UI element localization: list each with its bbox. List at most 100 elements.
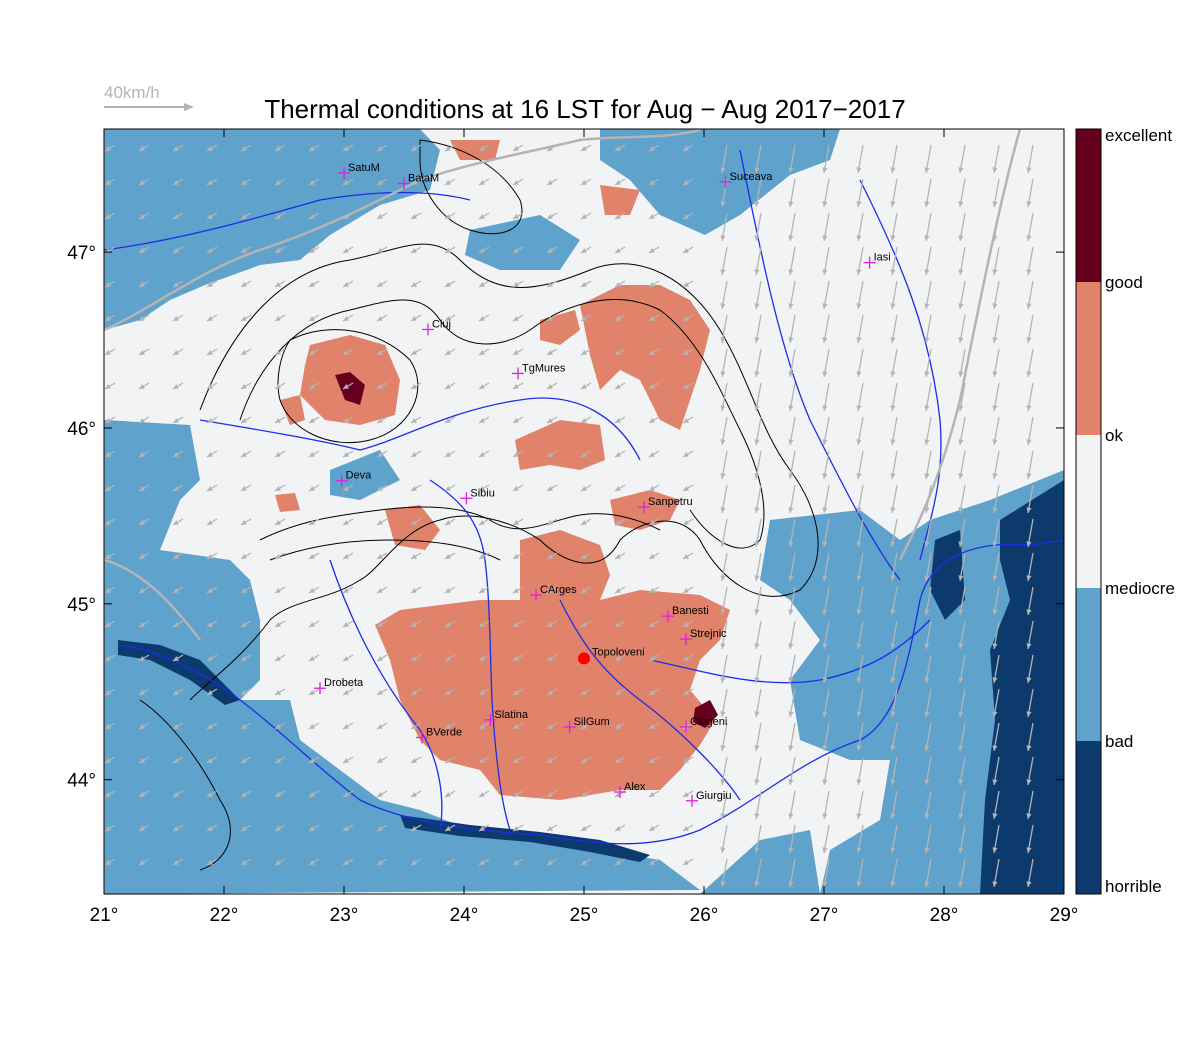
city-label: Strejnic [690, 628, 727, 640]
wind-vector-head [649, 519, 655, 525]
wind-vector-head [683, 791, 689, 797]
wind-vector-head [788, 575, 794, 581]
colorbar-band [1076, 129, 1101, 282]
wind-vector-head [683, 825, 689, 831]
wind-vector-head [890, 507, 896, 513]
wind-vector-head [207, 247, 213, 253]
wind-vector-head [649, 587, 655, 593]
river-arges [559, 599, 741, 801]
city-marker: SatuM [338, 162, 380, 179]
wind-vector-head [445, 485, 451, 491]
lon-tick-label: 23° [330, 905, 359, 926]
wind-vector-head [683, 247, 689, 253]
wind-vector-head [479, 519, 485, 525]
wind-vector-head [275, 757, 281, 763]
wind-vector-head [513, 757, 519, 763]
wind-vector-head [754, 473, 760, 479]
wind-vector-head [788, 439, 794, 445]
wind-vector-head [241, 383, 247, 389]
wind-vector-head [241, 145, 247, 151]
city-marker: Slatina [484, 709, 529, 726]
wind-vector-head [207, 825, 213, 831]
wind-vector-head [275, 553, 281, 559]
wind-vector-head [890, 405, 896, 411]
wind-vector-head [105, 485, 111, 491]
wind-vector-head [788, 643, 794, 649]
wind-vector-head [377, 587, 383, 593]
wind-vector-head [615, 179, 621, 185]
wind-vector-head [445, 451, 451, 457]
wind-vector-head [720, 575, 726, 581]
wind-vector-head [445, 349, 451, 355]
wind-vector-head [615, 689, 621, 695]
wind-vector-head [309, 247, 315, 253]
wind-vector-head [958, 507, 964, 513]
wind-vector-head [890, 235, 896, 241]
wind-vector-head [754, 847, 760, 853]
wind-vector-head [547, 417, 553, 423]
wind-vector-head [139, 689, 145, 695]
wind-vector-head [207, 179, 213, 185]
wind-vector-head [890, 575, 896, 581]
wind-vector-head [173, 383, 179, 389]
wind-vector-head [1026, 201, 1032, 207]
wind-vector-head [445, 553, 451, 559]
wind-vector-head [241, 859, 247, 865]
wind-vector-head [479, 281, 485, 287]
wind-vector-head [856, 405, 862, 411]
wind-vector-head [788, 813, 794, 819]
lon-tick-label: 25° [570, 905, 599, 926]
wind-vector-head [720, 711, 726, 717]
wind-vector-head [958, 541, 964, 547]
city-label: Giurgiu [696, 790, 731, 802]
bad-region-east-patch [930, 530, 965, 620]
good-region-nw-mountain [600, 185, 640, 215]
wind-vector-head [411, 315, 417, 321]
border-east [898, 129, 1022, 561]
wind-vector-head [445, 247, 451, 253]
wind-vector-head [377, 621, 383, 627]
wind-vector-head [720, 847, 726, 853]
wind-vector-head [275, 247, 281, 253]
wind-vector-head [890, 779, 896, 785]
good-region-wallachia [375, 530, 730, 800]
wind-vector-head [547, 825, 553, 831]
lon-tick-label: 26° [690, 905, 719, 926]
wind-vector-head [822, 439, 828, 445]
city-marker: Giurgiu [686, 790, 731, 807]
river-somes [104, 191, 471, 251]
terrain-contours [139, 139, 819, 871]
wind-vector-head [377, 213, 383, 219]
wind-vector-head [139, 519, 145, 525]
wind-vector-head [720, 507, 726, 513]
wind-vector-head [649, 383, 655, 389]
wind-vector-head [822, 473, 828, 479]
wind-vector-head [581, 553, 587, 559]
wind-vector-head [513, 213, 519, 219]
wind-vector-head [207, 145, 213, 151]
wind-vector-head [105, 281, 111, 287]
wind-vector-head [924, 881, 930, 887]
wind-vector-head [720, 371, 726, 377]
wind-vector-head [479, 213, 485, 219]
wind-vector-head [958, 881, 964, 887]
river-danube [117, 539, 1064, 845]
wind-vector-head [720, 677, 726, 683]
wind-vector-head [1026, 507, 1032, 513]
wind-vector-head [343, 519, 349, 525]
wind-vector-head [343, 451, 349, 457]
wind-vector-head [992, 269, 998, 275]
wind-vector-head [513, 349, 519, 355]
wind-vector-head [720, 439, 726, 445]
wind-vector-head [649, 757, 655, 763]
wind-vector-head [513, 689, 519, 695]
wind-vector-head [411, 451, 417, 457]
wind-vector-head [309, 621, 315, 627]
wind-vector-head [173, 247, 179, 253]
wind-vector-head [479, 417, 485, 423]
wind-vector-head [343, 179, 349, 185]
wind-vector-head [173, 179, 179, 185]
wind-vector-head [173, 723, 179, 729]
wind-vector-head [924, 643, 930, 649]
wind-vector-head [856, 235, 862, 241]
